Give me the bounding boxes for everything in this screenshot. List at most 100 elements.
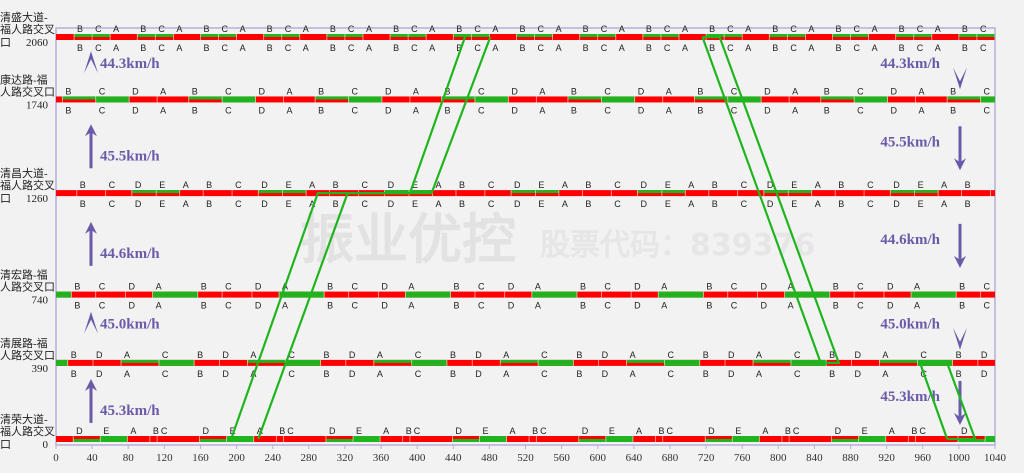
phase-label-above: B: [519, 24, 525, 34]
green-band-up: [626, 359, 665, 363]
green-band-up: [326, 34, 345, 37]
green-band-down: [222, 99, 256, 103]
phase-label-above: C: [225, 86, 232, 96]
phase-label-above: C: [667, 426, 674, 436]
green-band-up: [911, 291, 957, 295]
speed-up-text: 44.3km/h: [100, 56, 160, 72]
phase-label-below: B: [712, 199, 718, 209]
phase-label-above: C: [478, 86, 485, 96]
phase-label-below: A: [914, 301, 920, 311]
phase-label-below: B: [519, 43, 525, 53]
phase-label-above: E: [286, 180, 292, 190]
signal-rows: [56, 34, 1024, 442]
phase-label-below: D: [129, 301, 136, 311]
phase-label-above: B: [330, 24, 336, 34]
phase-label-above: A: [535, 282, 541, 292]
phase-label-below: A: [539, 105, 545, 115]
red-band: [56, 436, 995, 442]
green-band-up: [724, 34, 743, 37]
arrow-down-icon: [954, 255, 966, 268]
phase-label-above: A: [914, 282, 920, 292]
phase-label-above: D: [385, 86, 392, 96]
station-name-line3: 口: [0, 37, 11, 49]
phase-label-above: B: [838, 180, 844, 190]
phase-label-below: A: [815, 199, 821, 209]
phase-label-above: D: [761, 282, 768, 292]
x-tick-label: 680: [662, 452, 679, 464]
speed-up-label: 45.0km/h: [84, 311, 160, 334]
green-band-up: [500, 359, 539, 363]
green-wave-line: [919, 362, 949, 440]
phase-label-below: B: [835, 43, 841, 53]
green-band-up: [353, 436, 381, 439]
phase-label-above: B: [203, 24, 209, 34]
phase-label-above: D: [893, 180, 900, 190]
green-band-up: [56, 359, 68, 363]
phase-label-above: D: [602, 350, 609, 360]
phase-label-above: C: [664, 24, 671, 34]
green-band-up: [156, 190, 180, 194]
phase-label-above: B: [583, 24, 589, 34]
green-band-up: [637, 190, 662, 194]
green-band-up: [601, 96, 635, 100]
phase-label-below: A: [156, 301, 162, 311]
green-band-up: [315, 96, 349, 100]
phase-label-below: C: [538, 43, 545, 53]
x-tick-label: 280: [301, 452, 318, 464]
speed-up-text: 45.0km/h: [100, 317, 160, 333]
green-band-down: [784, 294, 830, 298]
green-band-up: [947, 96, 981, 100]
phase-label-below: D: [981, 369, 988, 379]
green-band-down: [95, 99, 130, 103]
phase-label-above: D: [891, 86, 898, 96]
green-band-up: [854, 96, 888, 100]
phase-label-below: C: [361, 199, 368, 209]
phase-label-above: B: [333, 180, 339, 190]
phase-label-above: C: [287, 426, 294, 436]
green-band-up: [1006, 360, 1024, 363]
phase-label-below: E: [412, 199, 418, 209]
phase-label-above: B: [454, 282, 460, 292]
green-band-up: [222, 96, 256, 100]
phase-label-below: D: [640, 199, 647, 209]
phase-label-above: C: [288, 350, 295, 360]
phase-label-below: B: [583, 43, 589, 53]
green-band-up: [282, 190, 307, 194]
phase-label-above: D: [835, 426, 842, 436]
phase-label-above: D: [455, 426, 462, 436]
x-tick-label: 1000: [948, 452, 971, 464]
green-band-up: [787, 34, 806, 37]
green-band-up: [531, 291, 577, 295]
phase-label-below: C: [352, 105, 359, 115]
phase-label-above: C: [285, 24, 292, 34]
green-band-up: [62, 96, 96, 100]
green-band-up: [471, 34, 490, 37]
red-band: [56, 291, 995, 298]
speed-down-text: 45.3km/h: [880, 389, 940, 405]
speed-down-label: 45.5km/h: [880, 126, 966, 171]
phase-label-above: C: [741, 180, 748, 190]
phase-label-above: A: [941, 180, 947, 190]
green-band-down: [854, 99, 888, 103]
green-band-down: [917, 362, 953, 366]
phase-label-above: E: [609, 426, 615, 436]
phase-label-below: C: [225, 301, 232, 311]
phase-label-above: D: [381, 282, 388, 292]
phase-label-above: A: [745, 24, 751, 34]
speed-up-label: 45.5km/h: [85, 124, 160, 169]
green-band-up: [200, 34, 219, 37]
phase-label-above: C: [222, 24, 229, 34]
speed-down-label: 45.3km/h: [880, 380, 966, 425]
phase-label-below: C: [225, 105, 232, 115]
station-distance: 740: [32, 295, 49, 307]
station-name-line2: 人路交叉口: [0, 348, 55, 362]
phase-label-below: D: [135, 199, 142, 209]
phase-label-below: B: [571, 105, 577, 115]
phase-label-above: D: [508, 282, 515, 292]
arrow-up-icon: [85, 378, 97, 391]
green-band-up: [92, 34, 111, 37]
green-band-down: [911, 294, 957, 298]
